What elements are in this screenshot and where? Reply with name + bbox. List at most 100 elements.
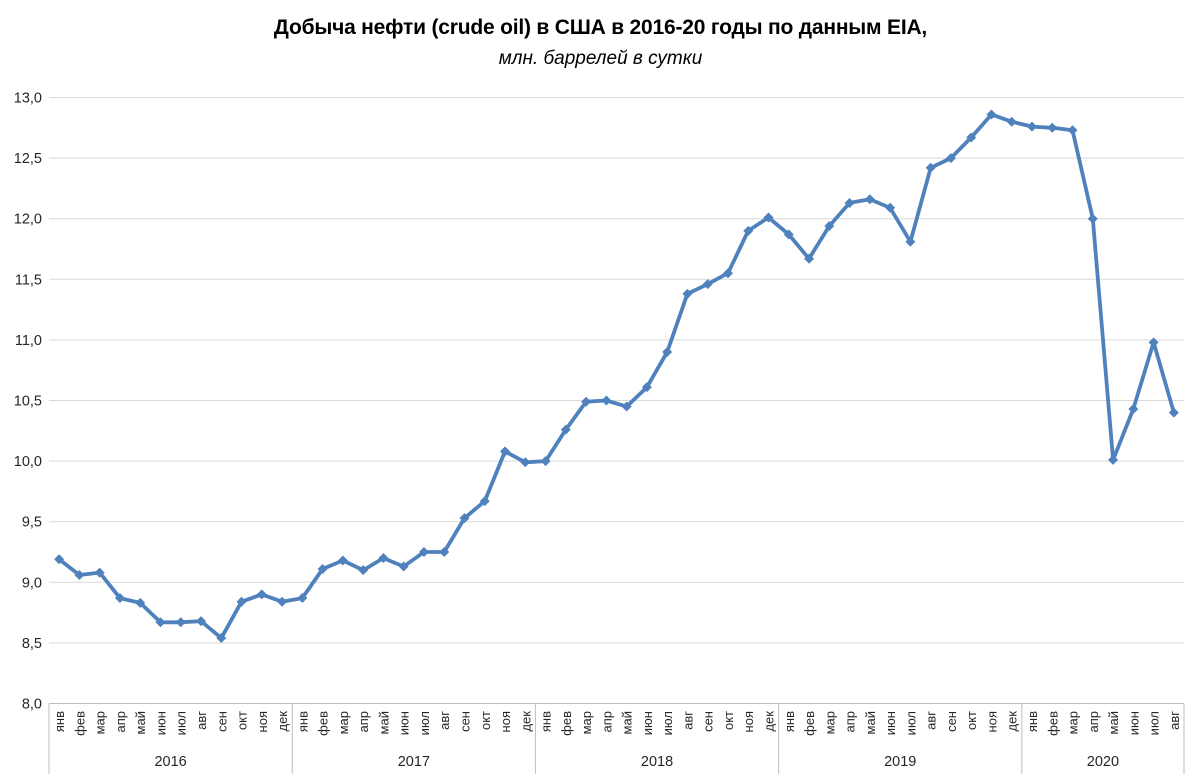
month-tick-label: авг: [1167, 711, 1182, 730]
month-tick-label: июл: [903, 711, 918, 735]
data-point-marker: [601, 395, 612, 406]
month-tick-label: авг: [194, 711, 209, 730]
month-tick-label: фев: [802, 711, 817, 736]
month-tick-label: фев: [316, 711, 331, 736]
month-tick-label: ноя: [984, 711, 999, 732]
data-point-marker: [317, 563, 328, 574]
month-tick-label: апр: [113, 711, 128, 733]
data-point-marker: [925, 162, 936, 173]
month-tick-label: июл: [1147, 711, 1162, 735]
data-point-marker: [256, 589, 267, 600]
data-point-marker: [216, 633, 227, 644]
month-tick-label: сен: [457, 711, 472, 732]
month-tick-label: мар: [93, 711, 108, 734]
data-point-marker: [74, 570, 85, 581]
year-tick-label: 2019: [884, 754, 916, 770]
data-point-marker: [459, 513, 470, 524]
month-tick-label: мар: [336, 711, 351, 734]
data-point-marker: [1128, 403, 1139, 414]
data-point-marker: [1006, 116, 1017, 127]
month-tick-label: фев: [559, 711, 574, 736]
month-tick-label: окт: [721, 711, 736, 730]
month-tick-label: июн: [397, 711, 412, 735]
month-tick-label: июн: [1126, 711, 1141, 735]
month-tick-label: ноя: [741, 711, 756, 732]
data-point-marker: [337, 555, 348, 566]
month-tick-label: окт: [478, 711, 493, 730]
month-tick-label: апр: [356, 711, 371, 733]
data-point-marker: [297, 593, 308, 604]
data-point-marker: [196, 616, 207, 627]
month-tick-label: мар: [1066, 711, 1081, 734]
data-point-marker: [540, 456, 551, 467]
month-tick-label: ноя: [255, 711, 270, 732]
data-point-marker: [945, 153, 956, 164]
year-tick-label: 2020: [1087, 754, 1119, 770]
month-tick-label: июл: [660, 711, 675, 735]
month-tick-label: сен: [944, 711, 959, 732]
data-point-marker: [135, 597, 146, 608]
data-point-marker: [398, 561, 409, 572]
data-point-marker: [824, 220, 835, 231]
y-axis-tick-label: 11,5: [15, 272, 42, 288]
data-point-marker: [1067, 125, 1078, 136]
data-point-marker: [1168, 407, 1179, 418]
data-point-marker: [581, 396, 592, 407]
year-tick-label: 2016: [154, 754, 186, 770]
month-tick-label: сен: [701, 711, 716, 732]
data-point-marker: [905, 236, 916, 247]
data-point-marker: [175, 617, 186, 628]
y-axis-tick-label: 11,0: [15, 333, 42, 349]
data-point-marker: [885, 202, 896, 213]
y-axis-tick-label: 8,5: [22, 636, 42, 652]
month-tick-label: июн: [640, 711, 655, 735]
production-data-line: [57, 112, 1176, 640]
y-axis-tick-label: 9,0: [22, 575, 42, 591]
data-point-marker: [439, 547, 450, 557]
y-axis-tick-label: 10,0: [14, 454, 42, 470]
month-tick-label: окт: [964, 711, 979, 730]
y-axis-tick-label: 12,0: [14, 212, 42, 228]
data-point-marker: [783, 229, 794, 240]
data-point-marker: [1047, 122, 1058, 133]
data-point-marker: [520, 457, 531, 468]
data-point-marker: [844, 197, 855, 208]
month-tick-label: май: [1106, 711, 1121, 734]
data-point-marker: [966, 132, 977, 143]
data-point-marker: [560, 424, 571, 435]
month-tick-label: сен: [214, 711, 229, 732]
data-point-marker: [114, 593, 125, 604]
y-axis-tick-label: 10,5: [14, 394, 42, 410]
month-tick-label: июл: [417, 711, 432, 735]
data-point-marker: [155, 617, 166, 628]
data-point-marker: [763, 212, 774, 223]
month-tick-label: дек: [1005, 711, 1020, 732]
month-tick-label: янв: [782, 711, 797, 732]
month-tick-label: май: [620, 711, 635, 734]
month-tick-label: июн: [883, 711, 898, 735]
month-tick-label: дек: [275, 711, 290, 732]
data-point-marker: [54, 554, 65, 565]
month-tick-label: июл: [174, 711, 189, 735]
data-point-marker: [662, 347, 673, 358]
data-point-marker: [641, 382, 652, 393]
month-tick-label: мар: [579, 711, 594, 734]
month-tick-label: апр: [843, 711, 858, 733]
year-tick-label: 2018: [641, 754, 673, 770]
data-point-marker: [479, 496, 490, 507]
data-point-marker: [743, 225, 754, 236]
month-tick-label: июн: [153, 711, 168, 735]
data-point-marker: [500, 446, 511, 457]
data-point-marker: [682, 288, 693, 299]
month-tick-label: ноя: [498, 711, 513, 732]
y-axis-tick-label: 12,5: [14, 151, 42, 167]
month-tick-label: май: [863, 711, 878, 734]
month-tick-label: янв: [52, 711, 67, 732]
data-point-marker: [722, 268, 733, 279]
data-point-marker: [702, 279, 713, 290]
chart-subtitle: млн. баррелей в сутки: [498, 48, 703, 69]
month-tick-label: янв: [295, 711, 310, 732]
data-point-marker: [236, 596, 247, 607]
